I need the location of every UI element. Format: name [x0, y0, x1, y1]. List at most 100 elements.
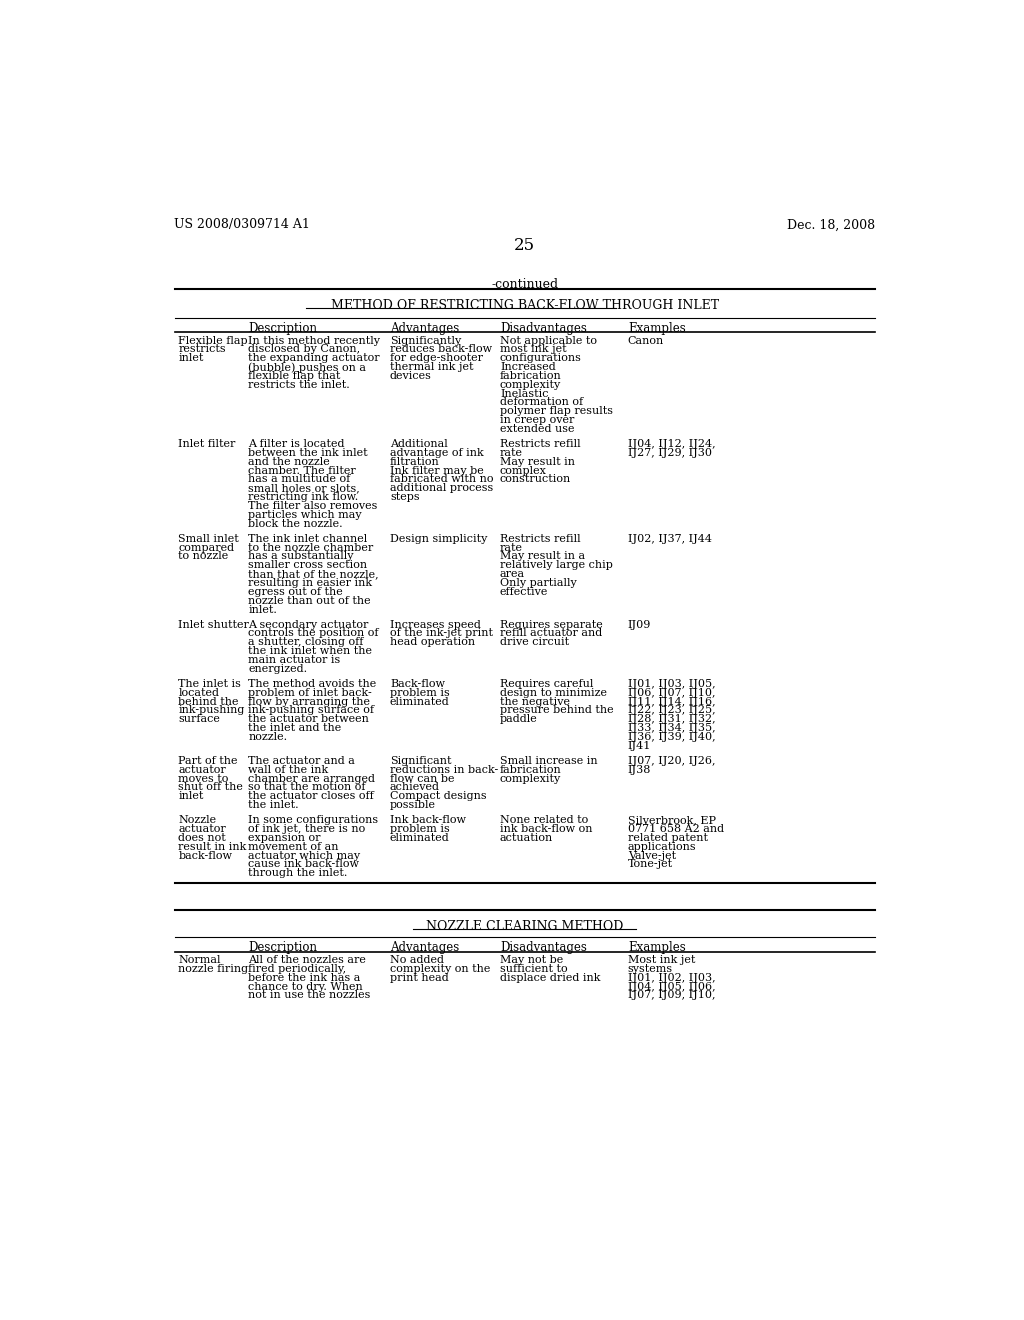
Text: Examples: Examples [628, 322, 686, 335]
Text: IJ22, IJ23, IJ25,: IJ22, IJ23, IJ25, [628, 705, 716, 715]
Text: NOZZLE CLEARING METHOD: NOZZLE CLEARING METHOD [426, 920, 624, 933]
Text: nozzle than out of the: nozzle than out of the [248, 595, 371, 606]
Text: design to minimize: design to minimize [500, 688, 607, 698]
Text: through the inlet.: through the inlet. [248, 869, 347, 878]
Text: The actuator and a: The actuator and a [248, 756, 355, 766]
Text: problem is: problem is [390, 688, 450, 698]
Text: of ink jet, there is no: of ink jet, there is no [248, 824, 366, 834]
Text: rate: rate [500, 447, 523, 458]
Text: Most ink jet: Most ink jet [628, 954, 695, 965]
Text: energized.: energized. [248, 664, 307, 675]
Text: IJ07, IJ20, IJ26,: IJ07, IJ20, IJ26, [628, 756, 716, 766]
Text: Ink filter may be: Ink filter may be [390, 466, 483, 475]
Text: restricts the inlet.: restricts the inlet. [248, 380, 350, 389]
Text: Ink back-flow: Ink back-flow [390, 816, 466, 825]
Text: Significant: Significant [390, 756, 452, 766]
Text: shut off the: shut off the [178, 783, 244, 792]
Text: fired periodically,: fired periodically, [248, 964, 346, 974]
Text: IJ41: IJ41 [628, 741, 651, 751]
Text: May result in a: May result in a [500, 552, 585, 561]
Text: Increased: Increased [500, 362, 556, 372]
Text: particles which may: particles which may [248, 510, 361, 520]
Text: steps: steps [390, 492, 420, 502]
Text: actuator: actuator [178, 764, 226, 775]
Text: the ink inlet when the: the ink inlet when the [248, 647, 372, 656]
Text: fabrication: fabrication [500, 764, 562, 775]
Text: flexible flap that: flexible flap that [248, 371, 341, 381]
Text: Small increase in: Small increase in [500, 756, 598, 766]
Text: IJ04, IJ12, IJ24,: IJ04, IJ12, IJ24, [628, 440, 716, 449]
Text: Design simplicity: Design simplicity [390, 533, 487, 544]
Text: The filter also removes: The filter also removes [248, 502, 378, 511]
Text: reductions in back-: reductions in back- [390, 764, 499, 775]
Text: IJ28, IJ31, IJ32,: IJ28, IJ31, IJ32, [628, 714, 716, 725]
Text: Inelastic: Inelastic [500, 388, 549, 399]
Text: The ink inlet channel: The ink inlet channel [248, 533, 368, 544]
Text: Disadvantages: Disadvantages [500, 941, 587, 954]
Text: IJ33, IJ34, IJ35,: IJ33, IJ34, IJ35, [628, 723, 716, 733]
Text: IJ11, IJ14, IJ16,: IJ11, IJ14, IJ16, [628, 697, 716, 706]
Text: ink-pushing: ink-pushing [178, 705, 245, 715]
Text: US 2008/0309714 A1: US 2008/0309714 A1 [174, 218, 310, 231]
Text: Back-flow: Back-flow [390, 678, 445, 689]
Text: between the ink inlet: between the ink inlet [248, 447, 368, 458]
Text: the negative: the negative [500, 697, 570, 706]
Text: drive circuit: drive circuit [500, 638, 569, 647]
Text: Nozzle: Nozzle [178, 816, 216, 825]
Text: polymer flap results: polymer flap results [500, 407, 613, 416]
Text: result in ink: result in ink [178, 842, 247, 851]
Text: actuation: actuation [500, 833, 553, 843]
Text: Canon: Canon [628, 335, 665, 346]
Text: IJ01, IJ03, IJ05,: IJ01, IJ03, IJ05, [628, 678, 716, 689]
Text: advantage of ink: advantage of ink [390, 447, 483, 458]
Text: resulting in easier ink: resulting in easier ink [248, 578, 373, 587]
Text: in creep over: in creep over [500, 416, 574, 425]
Text: In some configurations: In some configurations [248, 816, 378, 825]
Text: A filter is located: A filter is located [248, 440, 345, 449]
Text: May not be: May not be [500, 954, 563, 965]
Text: additional process: additional process [390, 483, 494, 494]
Text: pressure behind the: pressure behind the [500, 705, 613, 715]
Text: print head: print head [390, 973, 449, 982]
Text: Examples: Examples [628, 941, 686, 954]
Text: None related to: None related to [500, 816, 588, 825]
Text: fabrication: fabrication [500, 371, 562, 381]
Text: ink back-flow on: ink back-flow on [500, 824, 593, 834]
Text: effective: effective [500, 587, 549, 597]
Text: IJ36, IJ39, IJ40,: IJ36, IJ39, IJ40, [628, 733, 716, 742]
Text: deformation of: deformation of [500, 397, 583, 408]
Text: does not: does not [178, 833, 226, 843]
Text: Dec. 18, 2008: Dec. 18, 2008 [787, 218, 876, 231]
Text: not in use the nozzles: not in use the nozzles [248, 990, 371, 1001]
Text: to the nozzle chamber: to the nozzle chamber [248, 543, 374, 553]
Text: area: area [500, 569, 525, 579]
Text: No added: No added [390, 954, 444, 965]
Text: than that of the nozzle,: than that of the nozzle, [248, 569, 379, 579]
Text: construction: construction [500, 474, 571, 484]
Text: Requires careful: Requires careful [500, 678, 593, 689]
Text: 0771 658 A2 and: 0771 658 A2 and [628, 824, 724, 834]
Text: the expanding actuator: the expanding actuator [248, 354, 380, 363]
Text: flow by arranging the: flow by arranging the [248, 697, 370, 706]
Text: Flexible flap: Flexible flap [178, 335, 248, 346]
Text: the inlet and the: the inlet and the [248, 723, 341, 733]
Text: before the ink has a: before the ink has a [248, 973, 360, 982]
Text: Advantages: Advantages [390, 941, 459, 954]
Text: Compact designs: Compact designs [390, 792, 486, 801]
Text: the actuator between: the actuator between [248, 714, 369, 725]
Text: related patent: related patent [628, 833, 708, 843]
Text: Silverbrook, EP: Silverbrook, EP [628, 816, 716, 825]
Text: systems: systems [628, 964, 673, 974]
Text: actuator: actuator [178, 824, 226, 834]
Text: so that the motion of: so that the motion of [248, 783, 366, 792]
Text: the actuator closes off: the actuator closes off [248, 792, 374, 801]
Text: nozzle firing: nozzle firing [178, 964, 249, 974]
Text: located: located [178, 688, 219, 698]
Text: refill actuator and: refill actuator and [500, 628, 602, 639]
Text: eliminated: eliminated [390, 697, 450, 706]
Text: IJ01, IJ02, IJ03,: IJ01, IJ02, IJ03, [628, 973, 716, 982]
Text: has a multitude of: has a multitude of [248, 474, 350, 484]
Text: compared: compared [178, 543, 234, 553]
Text: wall of the ink: wall of the ink [248, 764, 329, 775]
Text: A secondary actuator: A secondary actuator [248, 619, 369, 630]
